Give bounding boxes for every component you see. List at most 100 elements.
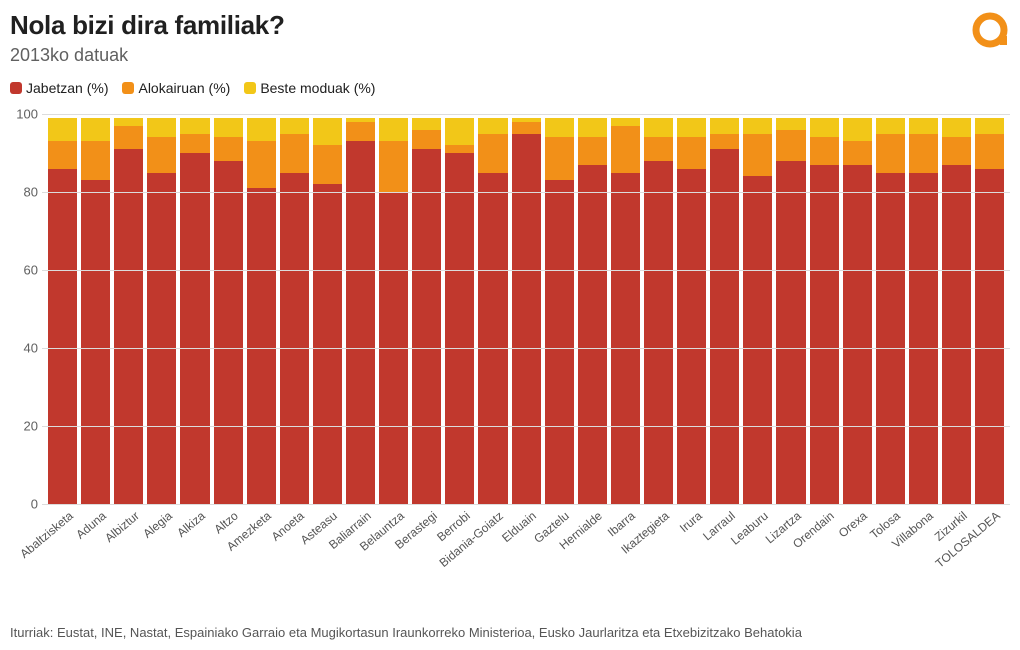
y-tick-label: 20: [10, 419, 38, 434]
subtitle: 2013ko datuak: [10, 45, 285, 66]
bar-segment-jabetzan: [843, 165, 872, 504]
bar-segment-beste: [247, 118, 276, 141]
bar-segment-alokairuan: [677, 137, 706, 168]
bar-segment-beste: [280, 118, 309, 134]
bar-segment-beste: [147, 118, 176, 138]
y-tick-label: 100: [10, 107, 38, 122]
bar-segment-beste: [909, 118, 938, 134]
grid-line: [42, 192, 1010, 193]
bar-segment-beste: [810, 118, 839, 138]
bar-column: Villabona: [909, 114, 938, 504]
bar-segment-beste: [710, 118, 739, 134]
x-tick-label: Aduna: [73, 509, 109, 542]
bar-segment-jabetzan: [180, 153, 209, 504]
bar-segment-alokairuan: [942, 137, 971, 164]
bar-segment-alokairuan: [114, 126, 143, 149]
bar-segment-alokairuan: [280, 134, 309, 173]
bar-segment-jabetzan: [975, 169, 1004, 504]
bar-segment-jabetzan: [280, 173, 309, 505]
bar-segment-alokairuan: [81, 141, 110, 180]
bar-column: Irura: [677, 114, 706, 504]
bar-column: Tolosa: [876, 114, 905, 504]
bar-segment-alokairuan: [545, 137, 574, 180]
bar-segment-alokairuan: [578, 137, 607, 164]
legend-item-alokairuan: Alokairuan (%): [122, 80, 230, 96]
bar-column: Asteasu: [313, 114, 342, 504]
bar-segment-beste: [843, 118, 872, 141]
bar-segment-beste: [478, 118, 507, 134]
bar-column: Orendain: [810, 114, 839, 504]
bar-segment-alokairuan: [445, 145, 474, 153]
bar-column: Albiztur: [114, 114, 143, 504]
bar-column: Alegia: [147, 114, 176, 504]
bar-column: Zizurkil: [942, 114, 971, 504]
grid-line: [42, 114, 1010, 115]
bar-segment-jabetzan: [313, 184, 342, 504]
bar-segment-beste: [942, 118, 971, 138]
bar-column: Bidania-Goiatz: [478, 114, 507, 504]
legend-swatch: [122, 82, 134, 94]
bar-segment-beste: [412, 118, 441, 130]
bar-column: Ibarra: [611, 114, 640, 504]
bar-segment-alokairuan: [743, 134, 772, 177]
bars-container: AbaltzisketaAdunaAlbizturAlegiaAlkizaAlt…: [48, 114, 1004, 504]
bar-segment-alokairuan: [313, 145, 342, 184]
bar-segment-beste: [776, 118, 805, 130]
grid-line: [42, 426, 1010, 427]
bar-segment-beste: [743, 118, 772, 134]
bar-segment-beste: [180, 118, 209, 134]
bar-column: Elduain: [512, 114, 541, 504]
bar-segment-jabetzan: [611, 173, 640, 505]
bar-column: Hernialde: [578, 114, 607, 504]
bar-segment-alokairuan: [346, 122, 375, 142]
bar-segment-jabetzan: [677, 169, 706, 504]
bar-segment-alokairuan: [48, 141, 77, 168]
y-tick-label: 0: [10, 497, 38, 512]
x-tick-label: Elduain: [499, 509, 539, 545]
bar-segment-beste: [214, 118, 243, 138]
bar-column: Gaztelu: [545, 114, 574, 504]
bar-segment-jabetzan: [114, 149, 143, 504]
bar-segment-alokairuan: [644, 137, 673, 160]
grid-line: [42, 270, 1010, 271]
bar-segment-alokairuan: [180, 134, 209, 154]
bar-segment-beste: [81, 118, 110, 141]
bar-segment-alokairuan: [876, 134, 905, 173]
bar-segment-beste: [48, 118, 77, 141]
bar-column: Baliarrain: [346, 114, 375, 504]
bar-segment-beste: [313, 118, 342, 145]
bar-segment-jabetzan: [512, 134, 541, 505]
bar-segment-jabetzan: [247, 188, 276, 504]
bar-segment-alokairuan: [776, 130, 805, 161]
bar-segment-jabetzan: [214, 161, 243, 504]
brand-logo-icon: [970, 10, 1010, 50]
bar-segment-beste: [876, 118, 905, 134]
x-tick-label: Abaltzisketa: [17, 509, 76, 561]
bar-segment-jabetzan: [776, 161, 805, 504]
bar-segment-jabetzan: [412, 149, 441, 504]
bar-segment-beste: [578, 118, 607, 138]
y-tick-label: 40: [10, 341, 38, 356]
bar-segment-alokairuan: [147, 137, 176, 172]
bar-segment-jabetzan: [743, 176, 772, 504]
bar-segment-jabetzan: [478, 173, 507, 505]
x-tick-label: Alkiza: [174, 509, 208, 540]
bar-column: Orexa: [843, 114, 872, 504]
bar-segment-alokairuan: [247, 141, 276, 188]
bar-column: Leaburu: [743, 114, 772, 504]
page-title: Nola bizi dira familiak?: [10, 10, 285, 41]
legend-swatch: [244, 82, 256, 94]
bar-column: Amezketa: [247, 114, 276, 504]
bar-segment-jabetzan: [81, 180, 110, 504]
bar-column: Ikaztegieta: [644, 114, 673, 504]
bar-segment-jabetzan: [578, 165, 607, 504]
bar-segment-jabetzan: [810, 165, 839, 504]
bar-segment-jabetzan: [48, 169, 77, 504]
x-tick-label: Alegia: [140, 509, 175, 541]
bar-segment-jabetzan: [942, 165, 971, 504]
bar-column: Lizartza: [776, 114, 805, 504]
legend-label: Jabetzan (%): [26, 80, 108, 96]
bar-column: Larraul: [710, 114, 739, 504]
bar-column: Altzo: [214, 114, 243, 504]
plot-area: AbaltzisketaAdunaAlbizturAlegiaAlkizaAlt…: [42, 114, 1010, 504]
